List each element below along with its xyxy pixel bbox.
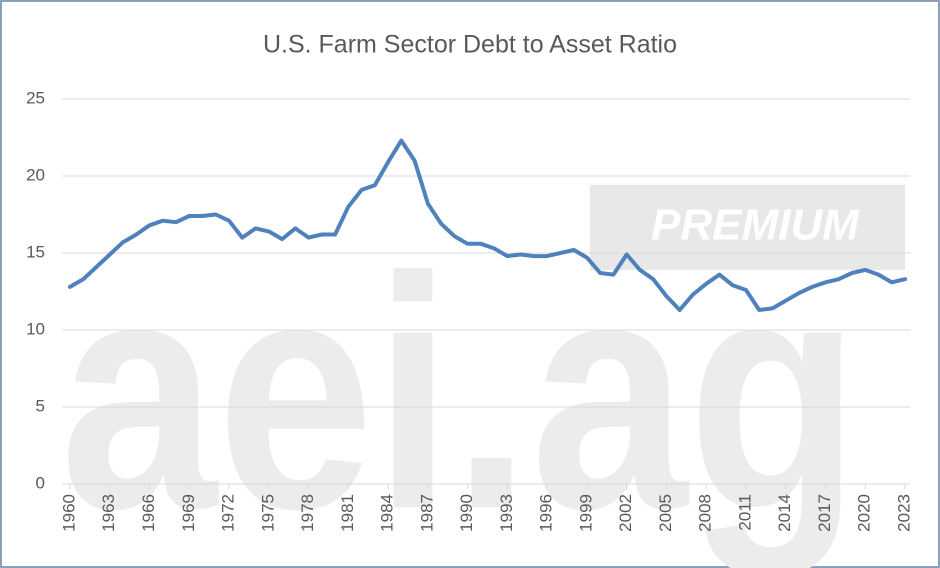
- x-tick-label: 2005: [656, 494, 675, 532]
- x-tick-label: 2008: [696, 494, 715, 532]
- watermark-badge: PREMIUM: [651, 201, 860, 250]
- x-tick-label: 1990: [457, 494, 476, 532]
- data-line: [68, 138, 907, 312]
- y-tick-label: 5: [36, 396, 45, 415]
- y-tick-label: 25: [26, 88, 45, 107]
- y-tick-label: 15: [26, 242, 45, 261]
- x-tick-label: 2002: [616, 494, 635, 532]
- x-tick-label: 1972: [219, 494, 238, 532]
- x-tick-label: 1984: [378, 494, 397, 532]
- x-tick-label: 1975: [258, 494, 277, 532]
- x-tick-label: 2020: [855, 494, 874, 532]
- x-tick-label: 1963: [99, 494, 118, 532]
- y-tick-label: 10: [26, 319, 45, 338]
- x-tick-label: 2023: [894, 494, 913, 532]
- x-tick-label: 1966: [139, 494, 158, 532]
- x-tick-label: 1981: [338, 494, 357, 532]
- y-tick-label: 0: [36, 473, 45, 492]
- x-tick-label: 1960: [59, 494, 78, 532]
- x-tick-label: 2017: [815, 494, 834, 532]
- watermark-badge-bg: [590, 185, 905, 270]
- chart-title: U.S. Farm Sector Debt to Asset Ratio: [263, 31, 677, 59]
- y-tick-label: 20: [26, 165, 45, 184]
- x-tick-label: 2014: [775, 494, 794, 532]
- x-tick-label: 1999: [576, 494, 595, 532]
- x-tick-label: 1993: [497, 494, 516, 532]
- watermark: aei.ag PREMIUM: [60, 185, 905, 568]
- x-tick-label: 1978: [298, 494, 317, 532]
- x-tick-label: 2011: [735, 494, 754, 531]
- x-tick-label: 1987: [417, 494, 436, 532]
- x-tick-label: 1996: [537, 494, 556, 532]
- x-tick-label: 1969: [179, 494, 198, 532]
